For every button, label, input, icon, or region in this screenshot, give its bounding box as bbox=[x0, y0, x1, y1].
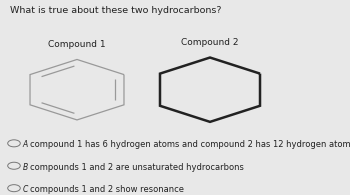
Text: compound 1 has 6 hydrogen atoms and compound 2 has 12 hydrogen atoms: compound 1 has 6 hydrogen atoms and comp… bbox=[30, 140, 350, 149]
Text: What is true about these two hydrocarbons?: What is true about these two hydrocarbon… bbox=[10, 6, 222, 15]
Text: compounds 1 and 2 show resonance: compounds 1 and 2 show resonance bbox=[30, 185, 184, 194]
Text: B: B bbox=[23, 163, 28, 172]
Text: A: A bbox=[23, 140, 28, 149]
Text: Compound 2: Compound 2 bbox=[181, 38, 239, 47]
Text: Compound 1: Compound 1 bbox=[48, 40, 106, 49]
Text: compounds 1 and 2 are unsaturated hydrocarbons: compounds 1 and 2 are unsaturated hydroc… bbox=[30, 163, 244, 172]
Text: C: C bbox=[23, 185, 28, 194]
